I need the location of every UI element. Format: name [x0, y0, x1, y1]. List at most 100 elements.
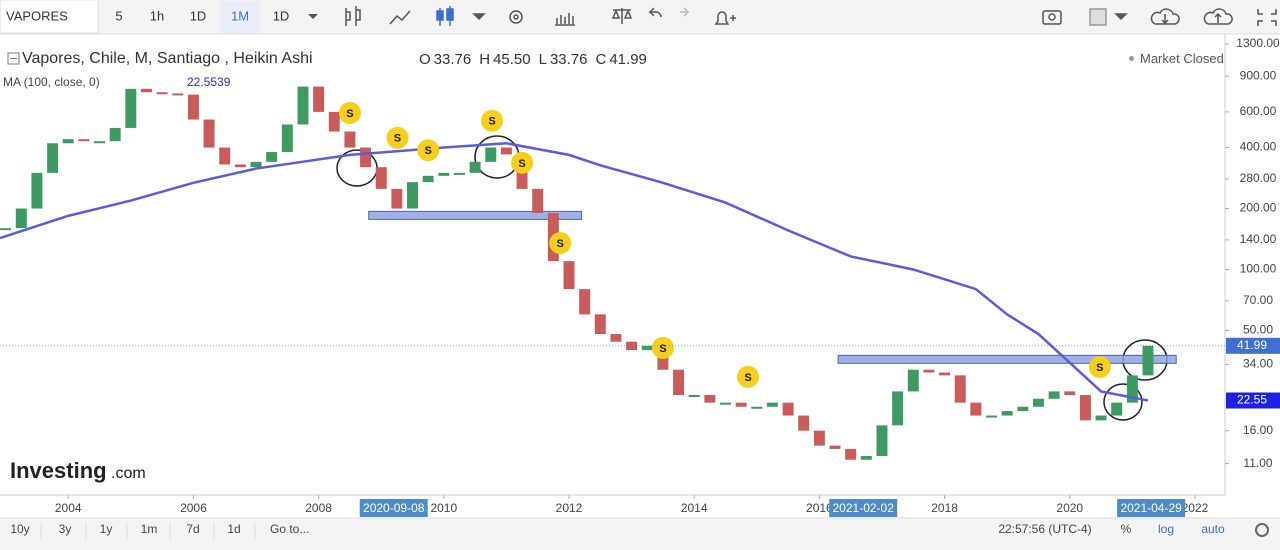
- y-tick-label: 50.00: [1243, 323, 1273, 337]
- date-marker: [1117, 499, 1186, 517]
- candle: [970, 402, 982, 416]
- range-button[interactable]: 3y: [59, 522, 72, 536]
- percent-toggle[interactable]: %: [1121, 522, 1132, 536]
- settings-icon[interactable]: [1255, 523, 1269, 537]
- clock: 22:57:56 (UTC-4): [998, 522, 1091, 536]
- interval[interactable]: 1M: [231, 8, 249, 23]
- sell-label: S: [346, 108, 353, 120]
- y-tick-label: 100.00: [1240, 262, 1277, 276]
- ohlc-item: O 33.76: [419, 51, 471, 68]
- candle: [1032, 398, 1044, 407]
- range-button[interactable]: 1m: [141, 522, 158, 536]
- ohlc-item: C 41.99: [596, 51, 647, 68]
- y-tick-label: 900.00: [1240, 68, 1277, 82]
- x-tick-label: 2016: [806, 501, 833, 515]
- plot: S S S S S S S S S: [0, 86, 1177, 460]
- range-button[interactable]: 10y: [10, 522, 29, 536]
- candle: [813, 430, 825, 446]
- sell-marker: [1088, 356, 1111, 379]
- candle: [422, 175, 434, 183]
- candle: [1017, 406, 1029, 412]
- toolbar-icons: [345, 6, 1277, 26]
- candle: [563, 261, 575, 290]
- x-tick-label: 2004: [55, 501, 82, 515]
- y-tick-label: 140.00: [1240, 232, 1277, 246]
- candle: [986, 415, 997, 418]
- candle: [641, 345, 653, 351]
- interval[interactable]: 1D: [273, 8, 290, 23]
- candle: [500, 147, 512, 155]
- sell-label: S: [488, 116, 495, 128]
- interval[interactable]: 1h: [150, 8, 164, 23]
- date-marker-label: 2021-02-02: [833, 501, 895, 515]
- symbol-box[interactable]: [0, 0, 99, 34]
- candle: [1048, 391, 1060, 399]
- candle: [782, 402, 794, 416]
- candle: [735, 402, 747, 407]
- ma-value: 22.5539: [187, 75, 231, 89]
- candle: [954, 375, 966, 403]
- candle: [0, 228, 12, 231]
- candle: [923, 369, 935, 373]
- ohlc-value: 41.99: [609, 51, 647, 68]
- x-tick-label: 2022: [1182, 501, 1209, 515]
- candle: [688, 395, 700, 398]
- y-tick-label: 11.00: [1243, 456, 1272, 470]
- x-tick-label: 2008: [305, 501, 332, 515]
- candle: [360, 147, 372, 168]
- price-marker-label: 41.99: [1237, 338, 1267, 352]
- auto-toggle[interactable]: auto: [1201, 522, 1225, 536]
- candle: [156, 92, 168, 95]
- interval[interactable]: 1D: [190, 8, 207, 23]
- candle: [845, 448, 857, 460]
- candle: [751, 406, 763, 409]
- candle: [485, 147, 497, 162]
- candle: [407, 182, 418, 209]
- goto-button[interactable]: Go to...: [270, 522, 309, 536]
- y-tick-label: 70.00: [1243, 293, 1273, 307]
- candle: [172, 93, 184, 96]
- x-tick-label: 2014: [681, 501, 708, 515]
- interval[interactable]: 5: [115, 8, 122, 23]
- candle: [860, 455, 872, 460]
- candle: [766, 402, 778, 407]
- range-button[interactable]: 1y: [100, 522, 113, 536]
- zone: [368, 210, 583, 220]
- collapse-box[interactable]: [7, 52, 20, 65]
- ma-line: [0, 142, 1149, 402]
- sell-marker: [338, 101, 361, 124]
- candle: [1111, 402, 1123, 416]
- ohlc-key: O: [419, 51, 431, 68]
- range-button[interactable]: 7d: [186, 522, 199, 536]
- ma-label: MA (100, close, 0): [3, 75, 100, 89]
- candle: [234, 164, 246, 168]
- date-marker: [359, 499, 428, 517]
- market-status: Market Closed: [1140, 51, 1224, 66]
- legend-ohlc: O 33.76 H 45.50 L 33.76 C 41.99: [419, 51, 647, 68]
- y-tick-label: 280.00: [1240, 171, 1277, 185]
- candle: [94, 141, 106, 144]
- candle: [1126, 375, 1138, 403]
- candle: [469, 161, 481, 173]
- candle: [720, 402, 731, 405]
- sell-label: S: [424, 145, 431, 157]
- log-toggle[interactable]: log: [1158, 522, 1174, 536]
- candle: [15, 208, 27, 229]
- range-button[interactable]: 1d: [227, 522, 240, 536]
- sell-marker: [481, 109, 504, 132]
- candle: [453, 172, 465, 175]
- dropdown[interactable]: [308, 14, 318, 19]
- logo-brand: Investing: [10, 458, 107, 483]
- sell-label: S: [659, 343, 666, 355]
- date-marker-label: 2020-09-08: [363, 501, 425, 515]
- ohlc-value: 45.50: [493, 51, 531, 68]
- x-tick-label: 2012: [556, 501, 583, 515]
- sell-label: S: [557, 238, 564, 250]
- candle: [892, 391, 904, 426]
- x-tick-label: 2020: [1056, 501, 1083, 515]
- candle: [939, 372, 951, 376]
- candle: [673, 369, 685, 396]
- footer: [0, 518, 1280, 550]
- candle: [876, 425, 888, 456]
- candle: [532, 188, 544, 214]
